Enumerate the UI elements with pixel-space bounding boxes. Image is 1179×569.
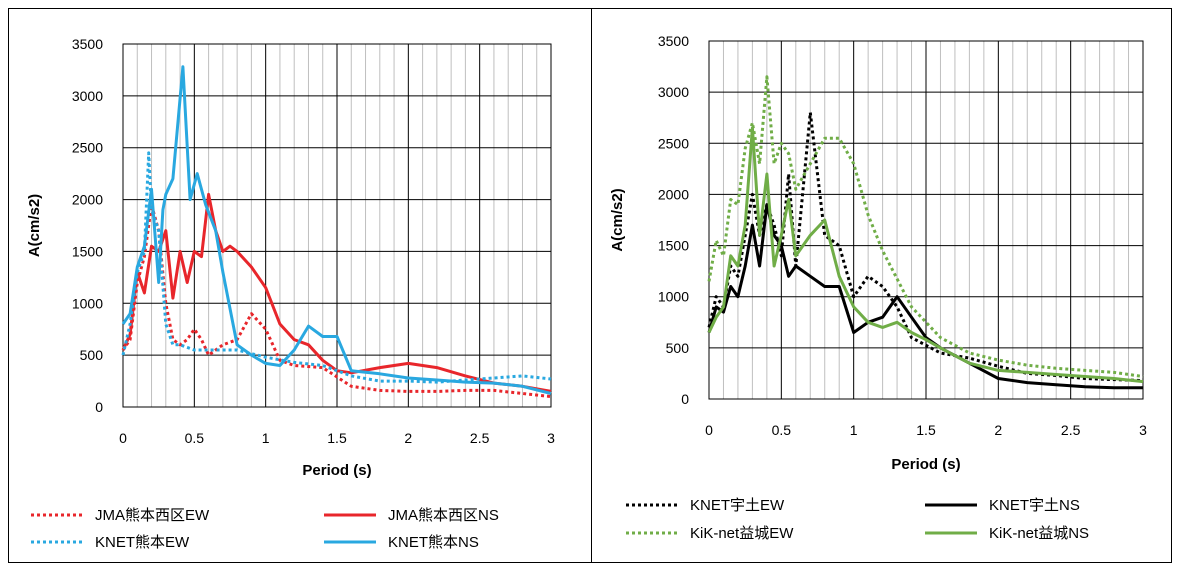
chart-0-x-tick-label: 0 [119,430,127,446]
chart-1-x-tick-label: 2.5 [1061,422,1081,438]
chart-1-legend-label-2: KiK-net益城EW [690,525,794,542]
chart-0-legend-label-0: JMA熊本西区EW [95,507,210,524]
chart-1-series-line-3 [707,126,1144,384]
chart-0-x-tick-label: 3 [547,430,555,446]
chart-1-x-tick-label: 0.5 [772,422,792,438]
chart-0-x-tick-label: 2 [404,430,412,446]
chart-0-x-tick-label: 1 [262,430,270,446]
chart-0-y-tick-label: 500 [80,347,104,363]
chart-0-y-tick-label: 1500 [72,243,103,259]
chart-1-legend-label-0: KNET宇土EW [690,497,785,514]
chart-1-y-tick-label: 2000 [658,186,689,202]
chart-panel-left: 0 0.5 1 1.5 2 2.5 3 0 500 1000 1500 2000 2500 3000 350… [8,8,593,563]
chart-svg-left: 0 0.5 1 1.5 2 2.5 3 0 500 1000 1500 2000 2500 3000 350… [26,36,555,551]
chart-1-y-tick-label: 0 [681,391,689,407]
chart-0-y-tick-label: 3000 [72,88,103,104]
chart-1-x-axis-title: Period (s) [891,456,960,473]
chart-1-x-tick-label: 1 [850,422,858,438]
chart-0-y-tick-label: 2000 [72,192,103,208]
chart-0-legend-label-3: KNET熊本NS [388,534,479,551]
chart-1-y-tick-label: 1000 [658,289,689,305]
chart-1-y-tick-label: 2500 [658,135,689,151]
chart-0-x-tick-label: 0.5 [185,430,205,446]
chart-1-plot-frame [708,40,1144,400]
chart-panel-right: 0 0.5 1 1.5 2 2.5 3 0 500 1000 1500 2000 2500 3000 350… [591,8,1172,563]
chart-1-x-tick-label: 1.5 [916,422,936,438]
chart-1-y-tick-label: 3500 [658,33,689,49]
chart-1-y-tick-label: 3000 [658,84,689,100]
chart-1-y-tick-label: 500 [666,340,690,356]
chart-0-x-axis-title: Period (s) [302,462,371,479]
chart-1-series-line-1 [707,203,1143,390]
chart-0-y-tick-label: 2500 [72,140,103,156]
chart-0-plot-frame [122,43,552,408]
chart-svg-right: 0 0.5 1 1.5 2 2.5 3 0 500 1000 1500 2000 2500 3000 350… [609,33,1147,542]
chart-1-x-tick-label: 2 [994,422,1002,438]
chart-1-x-tick-label: 3 [1139,422,1147,438]
chart-0-x-tick-label: 1.5 [327,430,347,446]
chart-0-legend-label-1: JMA熊本西区NS [388,507,499,524]
chart-1-x-tick-label: 0 [705,422,713,438]
chart-0-series-line-3 [121,65,552,395]
chart-1-legend-label-3: KiK-net益城NS [989,525,1089,542]
chart-1-y-axis-title: A(cm/s2) [609,188,626,251]
chart-0-x-tick-label: 2.5 [470,430,490,446]
chart-1-legend-label-1: KNET宇土NS [989,497,1080,514]
chart-1-y-tick-label: 1500 [658,238,689,254]
chart-0-legend-label-2: KNET熊本EW [95,534,190,551]
chart-1-series-line-0 [707,111,1144,383]
chart-0-y-tick-label: 0 [95,399,103,415]
chart-0-y-axis-title: A(cm/s2) [26,194,43,257]
chart-1-series-line-2 [707,75,1144,378]
chart-0-y-tick-label: 1000 [72,295,103,311]
chart-0-y-tick-label: 3500 [72,36,103,52]
